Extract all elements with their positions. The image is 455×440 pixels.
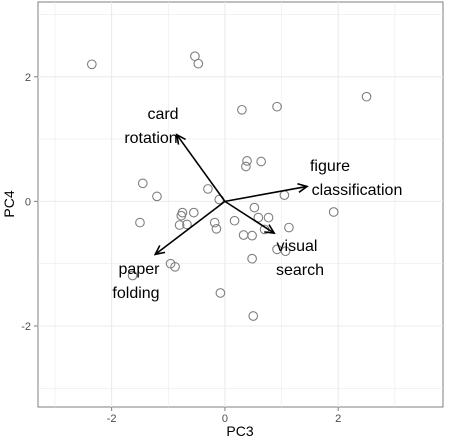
vector-label: rotation: [124, 130, 177, 147]
vector-arrowhead: [175, 133, 186, 145]
data-point: [215, 288, 226, 298]
x-tick-label: -2: [107, 413, 117, 425]
y-tick-label: 0: [25, 196, 31, 208]
loading-vectors: card rotation figure classification visual se…: [112, 106, 402, 302]
data-point: [284, 222, 294, 233]
vector-label: visual: [277, 238, 318, 255]
data-point: [193, 58, 204, 69]
data-point: [361, 91, 372, 102]
grid: [38, 2, 443, 407]
data-point: [237, 104, 247, 115]
vector-label: classification: [312, 182, 403, 199]
vector-line: [176, 134, 226, 202]
data-point: [188, 207, 199, 218]
x-axis-title: PC3: [226, 423, 253, 439]
data-point: [253, 212, 264, 223]
y-tick-label: -2: [21, 321, 31, 333]
data-point: [86, 59, 97, 70]
data-point: [247, 230, 257, 241]
data-point: [170, 261, 180, 272]
vector-label: figure: [310, 158, 350, 175]
data-point: [256, 156, 267, 167]
plot-panel: [37, 1, 444, 408]
vector-line: [224, 185, 308, 203]
axis-ticks: -2 0 2 -2 0 2: [21, 72, 341, 425]
data-point: [248, 311, 259, 321]
vector-arrowhead: [153, 245, 166, 256]
vector-line: [154, 200, 226, 255]
vector-label: card: [147, 106, 178, 123]
vector-line: [224, 200, 275, 234]
data-point: [241, 161, 251, 172]
data-point: [272, 101, 282, 112]
vector-label: search: [276, 262, 324, 279]
y-axis-title: PC4: [1, 190, 17, 217]
data-point: [229, 215, 240, 226]
vector-arrowhead: [264, 224, 276, 235]
x-tick-label: 2: [335, 413, 341, 425]
data-point: [280, 246, 291, 257]
data-point: [203, 184, 213, 194]
data-points: [86, 51, 372, 321]
y-tick-label: 2: [25, 72, 31, 84]
x-tick-label: 0: [222, 413, 228, 425]
data-point: [135, 217, 145, 228]
data-point: [263, 212, 274, 223]
vector-label: folding: [112, 285, 159, 302]
data-point: [182, 219, 192, 230]
vector-arrowhead: [297, 182, 309, 193]
vector-label: paper: [119, 261, 161, 278]
data-point: [328, 207, 339, 217]
data-point: [242, 156, 252, 166]
data-point: [211, 223, 222, 234]
data-point: [152, 191, 162, 202]
data-point: [137, 178, 148, 189]
data-point: [127, 270, 138, 281]
data-point: [209, 217, 220, 228]
data-point: [247, 253, 257, 264]
data-point: [176, 210, 187, 221]
data-point: [249, 202, 260, 213]
data-point: [174, 220, 185, 230]
